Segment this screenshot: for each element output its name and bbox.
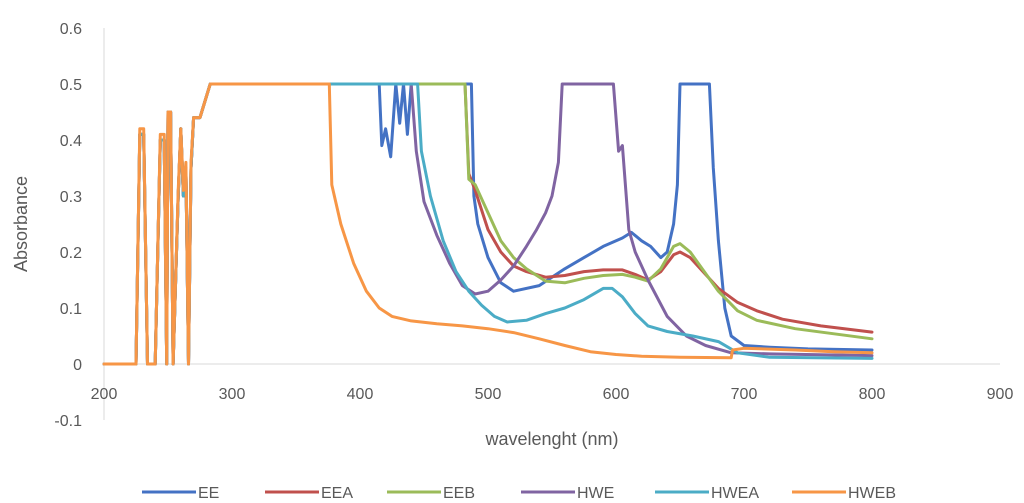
series-layer: [102, 82, 874, 366]
legend-item-eea: EEA: [265, 485, 353, 502]
legend-label: EEB: [443, 485, 475, 502]
x-tick-label: 800: [859, 386, 886, 403]
y-tick-label: 0.4: [60, 133, 82, 150]
series-line-ee: [102, 82, 874, 366]
y-tick-label: 0: [73, 357, 82, 374]
legend-item-hwe: HWE: [521, 485, 614, 502]
y-tick-label: -0.1: [54, 413, 82, 430]
legend-label: HWEA: [711, 485, 759, 502]
axes-layer: [103, 28, 1000, 420]
x-axis-title: wavelenght (nm): [484, 429, 618, 449]
y-axis-title: Absorbance: [11, 176, 31, 272]
y-tick-label: 0.3: [60, 189, 82, 206]
legend-item-ee: EE: [142, 485, 219, 502]
x-tick-label: 500: [475, 386, 502, 403]
series-line-hwea: [102, 82, 874, 366]
y-tick-labels: -0.1 0 0.1 0.2 0.3 0.4 0.5 0.6: [54, 21, 82, 430]
y-tick-label: 0.1: [60, 301, 82, 318]
legend: EE EEA EEB HWE HWEA HWEB: [142, 485, 896, 502]
legend-item-hwea: HWEA: [655, 485, 759, 502]
legend-label: HWE: [577, 485, 614, 502]
legend-item-eeb: EEB: [387, 485, 475, 502]
x-tick-labels: 200 300 400 500 600 700 800 900: [91, 386, 1014, 403]
series-line-eeb: [102, 82, 874, 366]
series-line-hweb: [102, 82, 874, 366]
x-tick-label: 200: [91, 386, 118, 403]
y-tick-label: 0.5: [60, 77, 82, 94]
series-line-eea: [102, 82, 874, 366]
x-tick-label: 400: [347, 386, 374, 403]
legend-item-hweb: HWEB: [792, 485, 896, 502]
x-tick-label: 600: [603, 386, 630, 403]
legend-label: EEA: [321, 485, 353, 502]
x-tick-label: 700: [731, 386, 758, 403]
legend-label: HWEB: [848, 485, 896, 502]
y-tick-label: 0.2: [60, 245, 82, 262]
series-line-hwe: [102, 82, 874, 366]
y-tick-label: 0.6: [60, 21, 82, 38]
x-tick-label: 300: [219, 386, 246, 403]
legend-label: EE: [198, 485, 219, 502]
x-tick-label: 900: [987, 386, 1014, 403]
